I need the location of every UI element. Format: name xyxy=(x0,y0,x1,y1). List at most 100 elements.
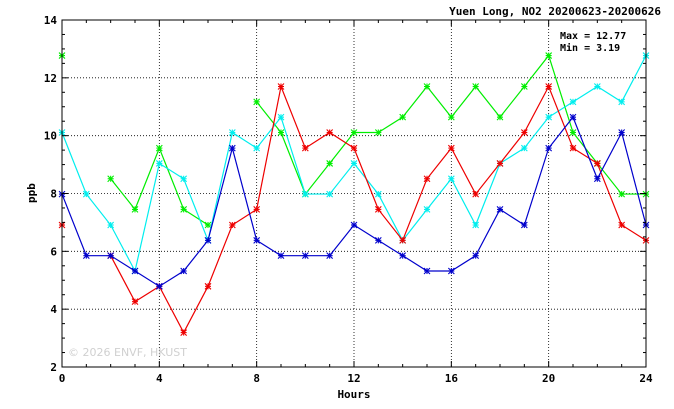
data-point xyxy=(399,252,407,260)
data-point xyxy=(180,175,188,183)
data-point xyxy=(447,144,455,152)
data-point xyxy=(423,83,431,90)
data-point xyxy=(545,113,553,121)
data-point xyxy=(82,190,90,198)
data-point xyxy=(374,190,382,198)
data-point xyxy=(423,175,431,183)
data-point xyxy=(447,113,455,121)
x-tick-label: 4 xyxy=(156,372,163,385)
data-point xyxy=(374,129,382,136)
data-point xyxy=(107,252,115,260)
data-point xyxy=(301,252,309,260)
series-line xyxy=(110,146,209,226)
data-point xyxy=(326,129,334,136)
data-point xyxy=(301,144,309,152)
data-point xyxy=(423,206,431,213)
data-point xyxy=(520,144,528,152)
data-point xyxy=(180,267,188,275)
chart-title: Yuen Long, NO2 20200623-20200626 xyxy=(449,5,661,18)
y-tick-label: 6 xyxy=(50,245,57,258)
max-label: Max = 12.77 xyxy=(560,31,626,42)
data-point xyxy=(593,175,601,183)
data-point xyxy=(593,160,601,167)
data-point xyxy=(350,144,358,152)
y-tick-label: 10 xyxy=(44,130,57,143)
data-point xyxy=(399,113,407,121)
data-point xyxy=(569,129,577,136)
data-point xyxy=(155,144,163,152)
data-point xyxy=(107,175,115,183)
data-point xyxy=(155,282,163,290)
y-tick-label: 2 xyxy=(50,361,57,374)
data-point xyxy=(496,160,504,167)
data-point xyxy=(350,129,358,136)
data-point xyxy=(447,267,455,275)
x-tick-label: 8 xyxy=(253,372,260,385)
data-point xyxy=(374,206,382,213)
series-3 xyxy=(58,113,650,290)
x-tick-label: 24 xyxy=(639,372,653,385)
data-point xyxy=(326,252,334,260)
data-point xyxy=(618,221,626,229)
data-point xyxy=(277,129,285,136)
data-point xyxy=(228,129,236,136)
x-tick-label: 12 xyxy=(347,372,360,385)
data-point xyxy=(496,113,504,121)
data-point xyxy=(253,236,261,244)
data-point xyxy=(545,52,553,59)
x-tick-label: 0 xyxy=(59,372,66,385)
data-point xyxy=(253,98,261,106)
data-point xyxy=(253,144,261,152)
data-point xyxy=(350,221,358,229)
data-point xyxy=(277,252,285,260)
data-point xyxy=(301,190,309,198)
data-point xyxy=(131,206,139,213)
data-point xyxy=(520,129,528,136)
x-tick-label: 16 xyxy=(445,372,459,385)
data-point xyxy=(569,98,577,106)
data-point xyxy=(472,83,480,90)
data-point xyxy=(520,221,528,229)
series-2 xyxy=(58,83,650,336)
data-point xyxy=(228,221,236,229)
data-point xyxy=(277,113,285,121)
y-tick-label: 12 xyxy=(44,72,57,85)
y-tick-label: 14 xyxy=(44,14,58,27)
data-point xyxy=(374,236,382,244)
data-point xyxy=(569,113,577,121)
data-point xyxy=(593,83,601,90)
data-point xyxy=(399,236,407,244)
x-axis-label: Hours xyxy=(337,388,370,401)
data-point xyxy=(472,190,480,198)
data-point xyxy=(618,190,626,198)
data-point xyxy=(326,190,334,198)
data-point xyxy=(496,206,504,213)
data-point xyxy=(472,221,480,229)
data-point xyxy=(277,83,285,90)
data-point xyxy=(82,252,90,260)
y-tick-label: 8 xyxy=(50,188,57,201)
data-point xyxy=(253,206,261,213)
data-point xyxy=(180,329,188,336)
data-point xyxy=(204,221,212,229)
data-point xyxy=(350,160,358,167)
data-point xyxy=(472,252,480,260)
data-point xyxy=(520,83,528,90)
data-point xyxy=(131,267,139,275)
x-tick-label: 20 xyxy=(542,372,555,385)
y-tick-label: 4 xyxy=(50,303,57,316)
data-point xyxy=(326,160,334,167)
data-point xyxy=(618,98,626,106)
series-group xyxy=(58,52,650,336)
y-axis-label: ppb xyxy=(25,183,38,203)
data-point xyxy=(545,83,553,90)
data-point xyxy=(131,298,139,306)
data-point xyxy=(618,129,626,136)
data-point xyxy=(155,160,163,167)
min-label: Min = 3.19 xyxy=(560,42,620,54)
data-point xyxy=(447,175,455,183)
data-point xyxy=(180,206,188,213)
data-point xyxy=(107,221,115,229)
series-1 xyxy=(58,52,650,275)
